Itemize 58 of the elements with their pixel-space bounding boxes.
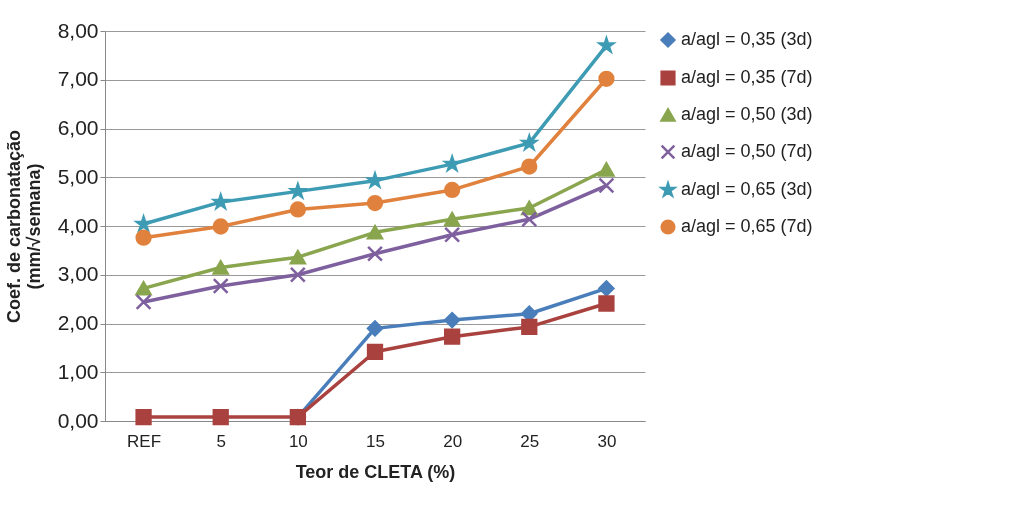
x-tick-label: 25 xyxy=(520,431,540,451)
point xyxy=(135,293,152,311)
x-tick-label: 15 xyxy=(366,431,385,451)
point xyxy=(135,229,152,246)
legend-label: a/agl = 0,50 (3d) xyxy=(681,104,813,124)
point xyxy=(521,158,538,175)
point xyxy=(598,162,615,177)
point xyxy=(444,311,461,329)
x-tick-label: 5 xyxy=(216,431,226,451)
point xyxy=(365,170,384,190)
x-tick-label: REF xyxy=(127,431,162,451)
point xyxy=(212,260,229,275)
y-tick-label: 1,00 xyxy=(57,359,99,383)
point xyxy=(366,225,384,240)
legend-label: a/agl = 0,65 (3d) xyxy=(681,179,813,199)
point xyxy=(598,295,615,312)
point xyxy=(444,226,461,243)
x-tick-label: 20 xyxy=(443,431,463,451)
point xyxy=(366,245,384,262)
point xyxy=(519,132,540,152)
legend-label: a/agl = 0,35 (7d) xyxy=(681,67,813,87)
legend-label: a/agl = 0,35 (3d) xyxy=(681,29,813,49)
point xyxy=(133,213,152,233)
point xyxy=(135,281,152,296)
point xyxy=(444,211,461,227)
legend-label: a/agl = 0,65 (7d) xyxy=(681,216,813,236)
y-tick-label: 0,00 xyxy=(57,408,99,432)
point xyxy=(210,191,231,211)
y-tick-label: 6,00 xyxy=(57,116,99,139)
x-tick-label: 10 xyxy=(288,431,308,451)
point xyxy=(598,70,615,87)
point xyxy=(598,177,615,194)
point xyxy=(521,211,538,228)
point xyxy=(444,181,461,199)
x-tick-label: 30 xyxy=(597,431,617,451)
point xyxy=(212,277,229,295)
point xyxy=(521,200,538,216)
point xyxy=(366,343,384,360)
point xyxy=(521,318,538,336)
point xyxy=(289,266,306,283)
point xyxy=(289,201,306,218)
point xyxy=(366,194,384,212)
y-tick-label: 7,00 xyxy=(57,67,99,91)
point xyxy=(212,218,229,235)
point xyxy=(212,408,229,426)
y-tick-label: 4,00 xyxy=(57,213,99,237)
y-axis-title: Coef. de carbonatação (mm/√semana) xyxy=(3,129,44,324)
point xyxy=(366,320,384,337)
point xyxy=(444,328,461,345)
y-tick-label: 8,00 xyxy=(57,18,99,42)
legend-label: a/agl = 0,50 (7d) xyxy=(681,141,813,161)
point xyxy=(135,408,152,426)
y-tick-label: 2,00 xyxy=(57,311,99,334)
point xyxy=(289,249,306,265)
point xyxy=(598,280,615,297)
y-tick-label: 5,00 xyxy=(57,164,99,188)
y-tick-label: 3,00 xyxy=(57,262,99,286)
x-axis-title: Teor de CLETA (%) xyxy=(295,461,456,482)
